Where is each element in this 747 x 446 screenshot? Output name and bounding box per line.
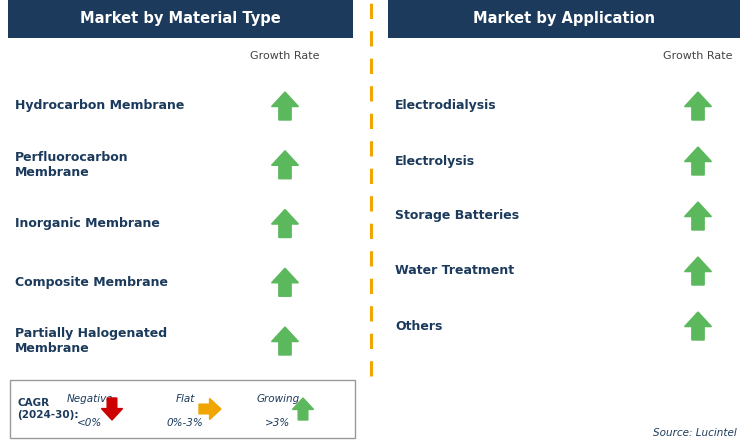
Polygon shape xyxy=(272,210,299,238)
Text: CAGR
(2024-30):: CAGR (2024-30): xyxy=(17,398,78,420)
Polygon shape xyxy=(272,151,299,179)
Text: Storage Batteries: Storage Batteries xyxy=(395,210,519,223)
Text: Growing: Growing xyxy=(256,393,300,404)
Text: Market by Application: Market by Application xyxy=(473,12,655,26)
Text: Source: Lucintel: Source: Lucintel xyxy=(653,428,737,438)
Polygon shape xyxy=(684,92,711,120)
Text: Growth Rate: Growth Rate xyxy=(250,51,320,61)
Polygon shape xyxy=(272,92,299,120)
Text: >3%: >3% xyxy=(265,418,291,429)
Polygon shape xyxy=(684,147,711,175)
Polygon shape xyxy=(684,257,711,285)
Polygon shape xyxy=(684,312,711,340)
Text: Water Treatment: Water Treatment xyxy=(395,264,514,277)
Polygon shape xyxy=(272,327,299,355)
Polygon shape xyxy=(199,398,221,420)
Text: Hydrocarbon Membrane: Hydrocarbon Membrane xyxy=(15,99,185,112)
Text: 0%-3%: 0%-3% xyxy=(167,418,203,429)
Text: Electrolysis: Electrolysis xyxy=(395,154,475,168)
Text: Negative: Negative xyxy=(66,393,114,404)
Text: Flat: Flat xyxy=(176,393,195,404)
Polygon shape xyxy=(684,202,711,230)
Text: Perfluorocarbon
Membrane: Perfluorocarbon Membrane xyxy=(15,151,128,179)
Text: Partially Halogenated
Membrane: Partially Halogenated Membrane xyxy=(15,327,167,355)
Polygon shape xyxy=(272,268,299,296)
Text: Inorganic Membrane: Inorganic Membrane xyxy=(15,217,160,230)
Text: <0%: <0% xyxy=(78,418,102,429)
Bar xyxy=(8,0,353,38)
Bar xyxy=(10,380,355,438)
Bar xyxy=(388,0,740,38)
Text: Market by Material Type: Market by Material Type xyxy=(80,12,281,26)
Text: Others: Others xyxy=(395,319,442,333)
Polygon shape xyxy=(292,398,314,420)
Text: Growth Rate: Growth Rate xyxy=(663,51,733,61)
Text: Electrodialysis: Electrodialysis xyxy=(395,99,497,112)
Text: Composite Membrane: Composite Membrane xyxy=(15,276,168,289)
Polygon shape xyxy=(102,398,123,420)
